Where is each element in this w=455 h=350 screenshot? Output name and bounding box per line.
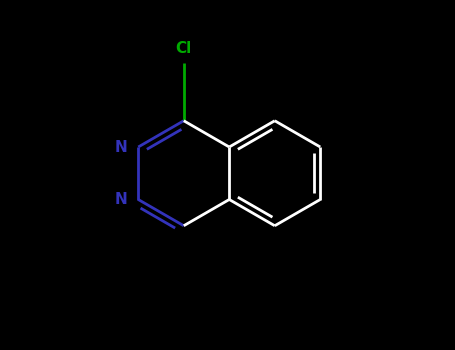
- Text: N: N: [115, 192, 128, 207]
- Text: N: N: [115, 140, 128, 154]
- Text: Cl: Cl: [176, 41, 192, 56]
